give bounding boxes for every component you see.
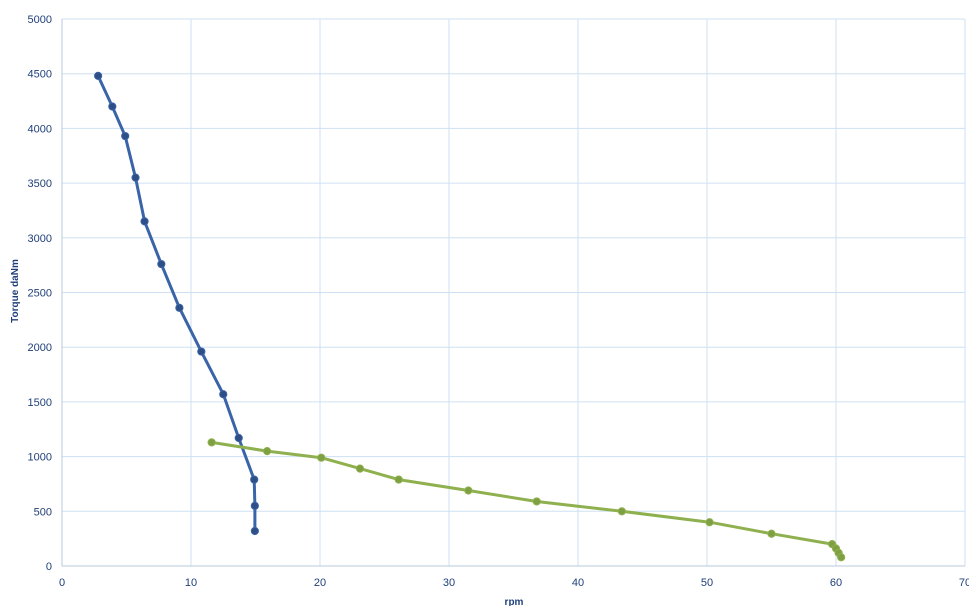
data-point xyxy=(94,71,103,80)
x-tick-label: 50 xyxy=(701,577,713,589)
x-tick-label: 10 xyxy=(185,577,197,589)
data-point xyxy=(131,173,140,182)
x-axis-tick-labels: 0 10 20 30 40 50 60 70 xyxy=(59,577,969,589)
grid-lines xyxy=(62,18,966,566)
y-tick-label: 2500 xyxy=(28,288,52,300)
y-tick-label: 1500 xyxy=(28,397,52,409)
data-point xyxy=(250,501,259,510)
data-point xyxy=(617,507,626,516)
y-axis-tick-labels: 0 500 1000 1500 2000 2500 3000 3500 4000 4500 5000 xyxy=(28,14,52,573)
y-tick-label: 5000 xyxy=(28,14,52,26)
data-point xyxy=(394,475,403,484)
series-line xyxy=(96,74,257,533)
data-point xyxy=(157,259,166,269)
y-tick-label: 3500 xyxy=(28,178,52,190)
data-point xyxy=(219,390,228,399)
x-tick-label: 0 xyxy=(59,577,65,589)
y-tick-label: 3000 xyxy=(28,233,52,245)
x-tick-label: 30 xyxy=(443,577,455,589)
x-tick-label: 20 xyxy=(314,577,326,589)
series-line xyxy=(210,440,843,559)
x-axis-title: rpm xyxy=(505,597,524,606)
data-point xyxy=(108,102,117,111)
y-tick-label: 4500 xyxy=(28,69,52,81)
data-point xyxy=(705,518,714,527)
y-tick-label: 4000 xyxy=(28,123,52,135)
data-point xyxy=(234,433,243,443)
y-axis-title: Torque daNm xyxy=(10,259,21,323)
data-point xyxy=(121,131,130,141)
axes xyxy=(61,19,965,567)
data-point xyxy=(175,303,184,312)
y-tick-label: 0 xyxy=(46,561,52,573)
plot-series xyxy=(94,71,846,562)
y-tick-label: 500 xyxy=(34,506,52,518)
data-point xyxy=(197,347,206,356)
y-tick-label: 1000 xyxy=(28,452,52,464)
data-point xyxy=(263,447,272,456)
data-point xyxy=(355,464,365,473)
data-point xyxy=(464,486,473,495)
data-point xyxy=(207,438,216,447)
data-point xyxy=(317,453,326,462)
x-tick-label: 40 xyxy=(572,577,584,589)
x-tick-label: 70 xyxy=(959,577,969,589)
data-point xyxy=(837,553,846,562)
data-point xyxy=(140,217,149,226)
data-point xyxy=(250,526,259,536)
y-tick-label: 2000 xyxy=(28,342,52,354)
data-point xyxy=(532,497,541,506)
series-2 xyxy=(207,438,846,562)
series-1 xyxy=(94,71,259,536)
data-point xyxy=(767,529,776,538)
data-point xyxy=(250,475,259,484)
x-tick-label: 60 xyxy=(830,577,842,589)
